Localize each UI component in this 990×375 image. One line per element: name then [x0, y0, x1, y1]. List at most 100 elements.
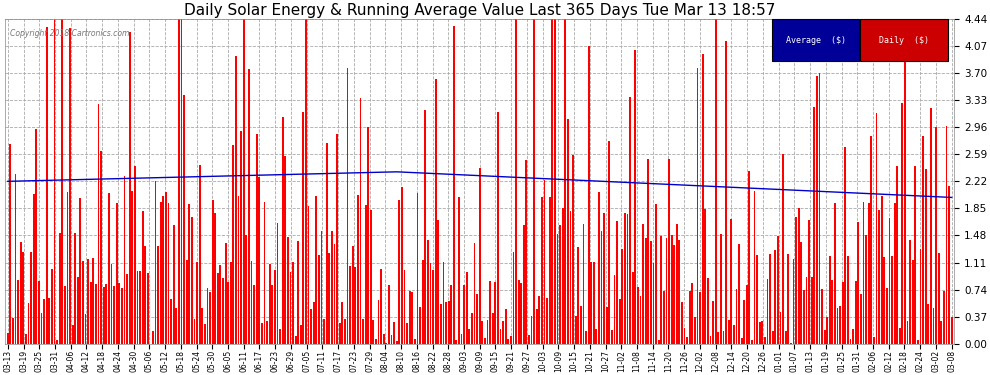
Bar [814, 107, 815, 344]
Bar [821, 289, 823, 344]
Bar [915, 166, 917, 344]
Bar [715, 19, 717, 344]
Bar [507, 339, 509, 344]
Bar [622, 249, 624, 344]
Bar [225, 243, 227, 344]
Bar [902, 104, 903, 344]
Bar [580, 306, 582, 344]
Bar [624, 213, 626, 344]
Bar [344, 320, 346, 344]
Bar [513, 252, 515, 344]
Bar [41, 313, 43, 344]
Bar [827, 317, 828, 344]
Bar [342, 302, 344, 344]
Bar [945, 126, 947, 344]
Bar [759, 322, 760, 344]
Bar [834, 202, 836, 344]
Bar [904, 21, 906, 344]
Bar [331, 231, 333, 344]
Bar [950, 317, 952, 344]
Bar [222, 278, 224, 344]
Bar [145, 246, 147, 344]
Bar [627, 214, 629, 344]
Bar [87, 259, 89, 344]
Bar [165, 192, 167, 344]
Bar [665, 238, 667, 344]
Bar [82, 261, 84, 344]
Bar [725, 41, 727, 344]
Bar [359, 98, 361, 344]
Bar [243, 19, 245, 344]
Bar [774, 250, 776, 344]
Bar [585, 331, 587, 344]
Bar [466, 272, 467, 344]
Bar [7, 333, 9, 344]
Bar [188, 204, 190, 344]
Bar [38, 280, 40, 344]
Bar [862, 202, 864, 344]
Bar [684, 327, 685, 344]
Bar [61, 19, 63, 344]
Bar [339, 323, 341, 344]
Bar [673, 245, 675, 344]
Bar [582, 224, 584, 344]
Bar [601, 231, 603, 344]
Bar [241, 132, 243, 344]
Bar [769, 254, 771, 344]
Bar [928, 304, 930, 344]
Bar [948, 186, 950, 344]
Bar [657, 340, 659, 344]
Bar [471, 313, 473, 344]
FancyBboxPatch shape [860, 19, 947, 61]
Bar [419, 307, 421, 344]
Bar [201, 308, 203, 344]
Bar [284, 156, 286, 344]
Bar [632, 272, 634, 344]
Bar [526, 160, 528, 344]
Bar [137, 272, 139, 344]
Bar [534, 19, 535, 344]
Bar [261, 323, 262, 344]
Bar [438, 220, 440, 344]
Bar [598, 192, 600, 344]
Bar [354, 267, 356, 344]
Bar [209, 292, 211, 344]
Bar [266, 321, 268, 344]
Bar [523, 225, 525, 344]
Bar [248, 69, 249, 344]
Bar [548, 197, 550, 344]
Bar [875, 113, 877, 344]
Bar [349, 266, 351, 344]
Bar [463, 285, 465, 344]
Bar [383, 334, 385, 344]
Bar [23, 252, 24, 344]
Bar [468, 329, 470, 344]
Bar [10, 144, 11, 344]
Bar [15, 174, 17, 344]
Bar [860, 294, 862, 344]
Bar [705, 209, 706, 344]
Bar [25, 334, 27, 344]
Bar [686, 337, 688, 344]
Bar [497, 112, 499, 344]
Bar [228, 282, 229, 344]
Bar [546, 298, 548, 344]
Bar [450, 285, 452, 344]
Bar [212, 200, 214, 344]
Bar [640, 296, 642, 344]
Bar [676, 224, 678, 344]
Bar [417, 193, 419, 344]
Bar [253, 285, 255, 344]
Bar [712, 301, 714, 344]
Bar [186, 260, 187, 344]
Bar [588, 46, 589, 344]
Bar [806, 278, 808, 344]
Bar [452, 26, 454, 344]
Bar [393, 322, 395, 344]
Bar [777, 236, 779, 344]
Bar [116, 202, 118, 344]
Bar [66, 192, 68, 344]
Bar [883, 257, 885, 344]
Bar [518, 280, 520, 344]
Bar [77, 276, 78, 344]
